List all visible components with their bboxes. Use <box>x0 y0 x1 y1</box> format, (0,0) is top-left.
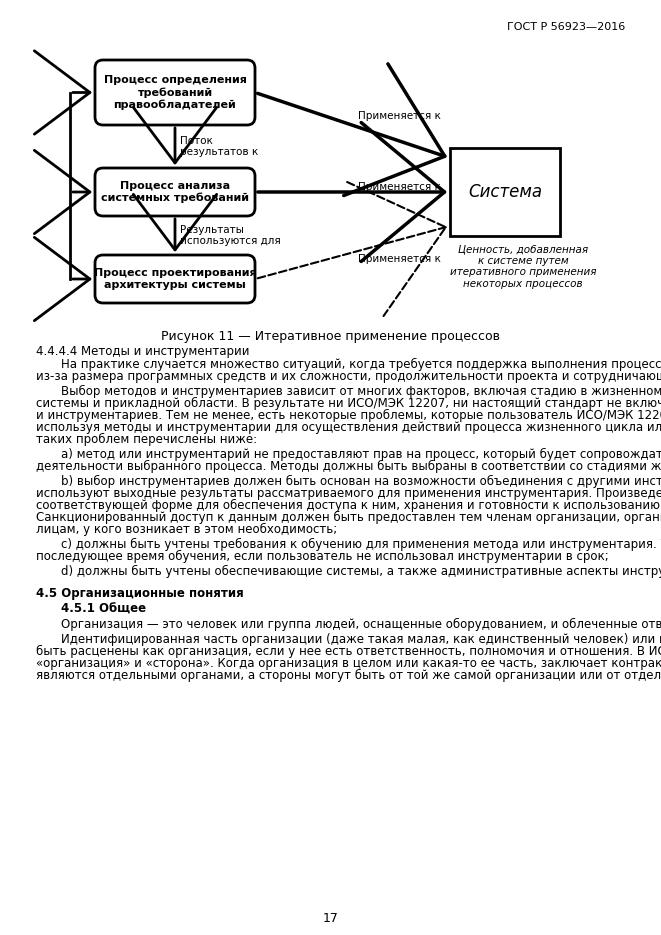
Text: Процесс проектирования
архитектуры системы: Процесс проектирования архитектуры систе… <box>94 268 256 290</box>
Text: На практике случается множество ситуаций, когда требуется поддержка выполнения п: На практике случается множество ситуаций… <box>61 358 661 371</box>
Text: d) должны быть учтены обеспечивающие системы, а также административные аспекты и: d) должны быть учтены обеспечивающие сис… <box>61 565 661 578</box>
Text: используют выходные результаты рассматриваемого для применения инструментария. П: используют выходные результаты рассматри… <box>36 487 661 500</box>
Text: Поток
результатов к: Поток результатов к <box>180 136 258 157</box>
Text: b) выбор инструментариев должен быть основан на возможности объединения с другим: b) выбор инструментариев должен быть осн… <box>61 475 661 488</box>
Text: Применяется к: Применяется к <box>358 182 440 192</box>
Text: являются отдельными органами, а стороны могут быть от той же самой организации и: являются отдельными органами, а стороны … <box>36 669 661 683</box>
Text: а) метод или инструментарий не предоставляют прав на процесс, который будет сопр: а) метод или инструментарий не предостав… <box>61 448 661 461</box>
Text: 4.5 Организационные понятия: 4.5 Организационные понятия <box>36 587 244 600</box>
Text: Рисунок 11 — Итеративное применение процессов: Рисунок 11 — Итеративное применение проц… <box>161 330 500 343</box>
FancyBboxPatch shape <box>95 255 255 303</box>
Text: системы и прикладной области. В результате ни ИСО/МЭК 12207, ни настоящий станда: системы и прикладной области. В результа… <box>36 397 661 410</box>
Text: лицам, у кого возникает в этом необходимость;: лицам, у кого возникает в этом необходим… <box>36 523 337 536</box>
Text: Система: Система <box>468 183 542 201</box>
Text: 17: 17 <box>323 912 338 925</box>
Text: 4.5.1 Общее: 4.5.1 Общее <box>61 603 146 616</box>
Text: Выбор методов и инструментариев зависит от многих факторов, включая стадию в жиз: Выбор методов и инструментариев зависит … <box>61 385 661 398</box>
Text: Результаты
используются для: Результаты используются для <box>180 224 281 246</box>
Text: Применяется к: Применяется к <box>358 254 440 265</box>
Text: и инструментариев. Тем не менее, есть некоторые проблемы, которые пользователь И: и инструментариев. Тем не менее, есть не… <box>36 409 661 422</box>
Text: таких проблем перечислены ниже:: таких проблем перечислены ниже: <box>36 433 257 446</box>
Text: Процесс анализа
системных требований: Процесс анализа системных требований <box>101 180 249 203</box>
Text: с) должны быть учтены требования к обучению для применения метода или инструмент: с) должны быть учтены требования к обуче… <box>61 538 661 551</box>
Bar <box>450 148 560 236</box>
Text: Организация — это человек или группа людей, оснащенные оборудованием, и облеченн: Организация — это человек или группа люд… <box>61 618 661 631</box>
Text: Ценность, добавленная
к системе путем
итеративного применения
некоторых процессо: Ценность, добавленная к системе путем ит… <box>450 244 596 289</box>
Text: 4.4.4.4 Методы и инструментарии: 4.4.4.4 Методы и инструментарии <box>36 345 249 358</box>
Text: используя методы и инструментарии для осуществления действий процесса жизненного: используя методы и инструментарии для ос… <box>36 421 661 434</box>
Text: Процесс определения
требований
правообладателей: Процесс определения требований правообла… <box>104 76 247 109</box>
Text: последующее время обучения, если пользователь не использовал инструментарии в ср: последующее время обучения, если пользов… <box>36 550 609 563</box>
Text: деятельности выбранного процесса. Методы должны быть выбраны в соответствии со с: деятельности выбранного процесса. Методы… <box>36 460 661 473</box>
Text: ГОСТ Р 56923—2016: ГОСТ Р 56923—2016 <box>507 22 625 32</box>
Text: Санкционированный доступ к данным должен быть предоставлен тем членам организаци: Санкционированный доступ к данным должен… <box>36 511 661 525</box>
Text: соответствующей форме для обеспечения доступа к ним, хранения и готовности к исп: соответствующей форме для обеспечения до… <box>36 499 661 512</box>
Text: Идентифицированная часть организации (даже такая малая, как единственный человек: Идентифицированная часть организации (да… <box>61 633 661 646</box>
FancyBboxPatch shape <box>95 60 255 125</box>
Text: «организация» и «сторона». Когда организация в целом или какая-то ее часть, закл: «организация» и «сторона». Когда организ… <box>36 657 661 670</box>
Text: Применяется к: Применяется к <box>358 111 440 122</box>
Text: быть расценены как организация, если у нее есть ответственность, полномочия и от: быть расценены как организация, если у н… <box>36 645 661 658</box>
FancyBboxPatch shape <box>95 168 255 216</box>
Text: из-за размера программных средств и их сложности, продолжительности проекта и со: из-за размера программных средств и их с… <box>36 370 661 383</box>
